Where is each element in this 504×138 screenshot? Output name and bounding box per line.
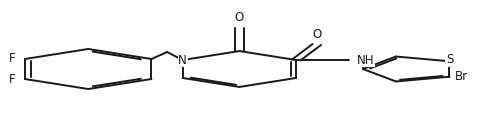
Text: O: O xyxy=(312,28,322,41)
Text: O: O xyxy=(235,11,244,24)
Text: F: F xyxy=(9,52,16,66)
Text: S: S xyxy=(446,53,453,66)
Text: Br: Br xyxy=(455,70,468,83)
Text: N: N xyxy=(178,54,187,67)
Text: NH: NH xyxy=(357,54,374,67)
Text: F: F xyxy=(9,72,16,86)
